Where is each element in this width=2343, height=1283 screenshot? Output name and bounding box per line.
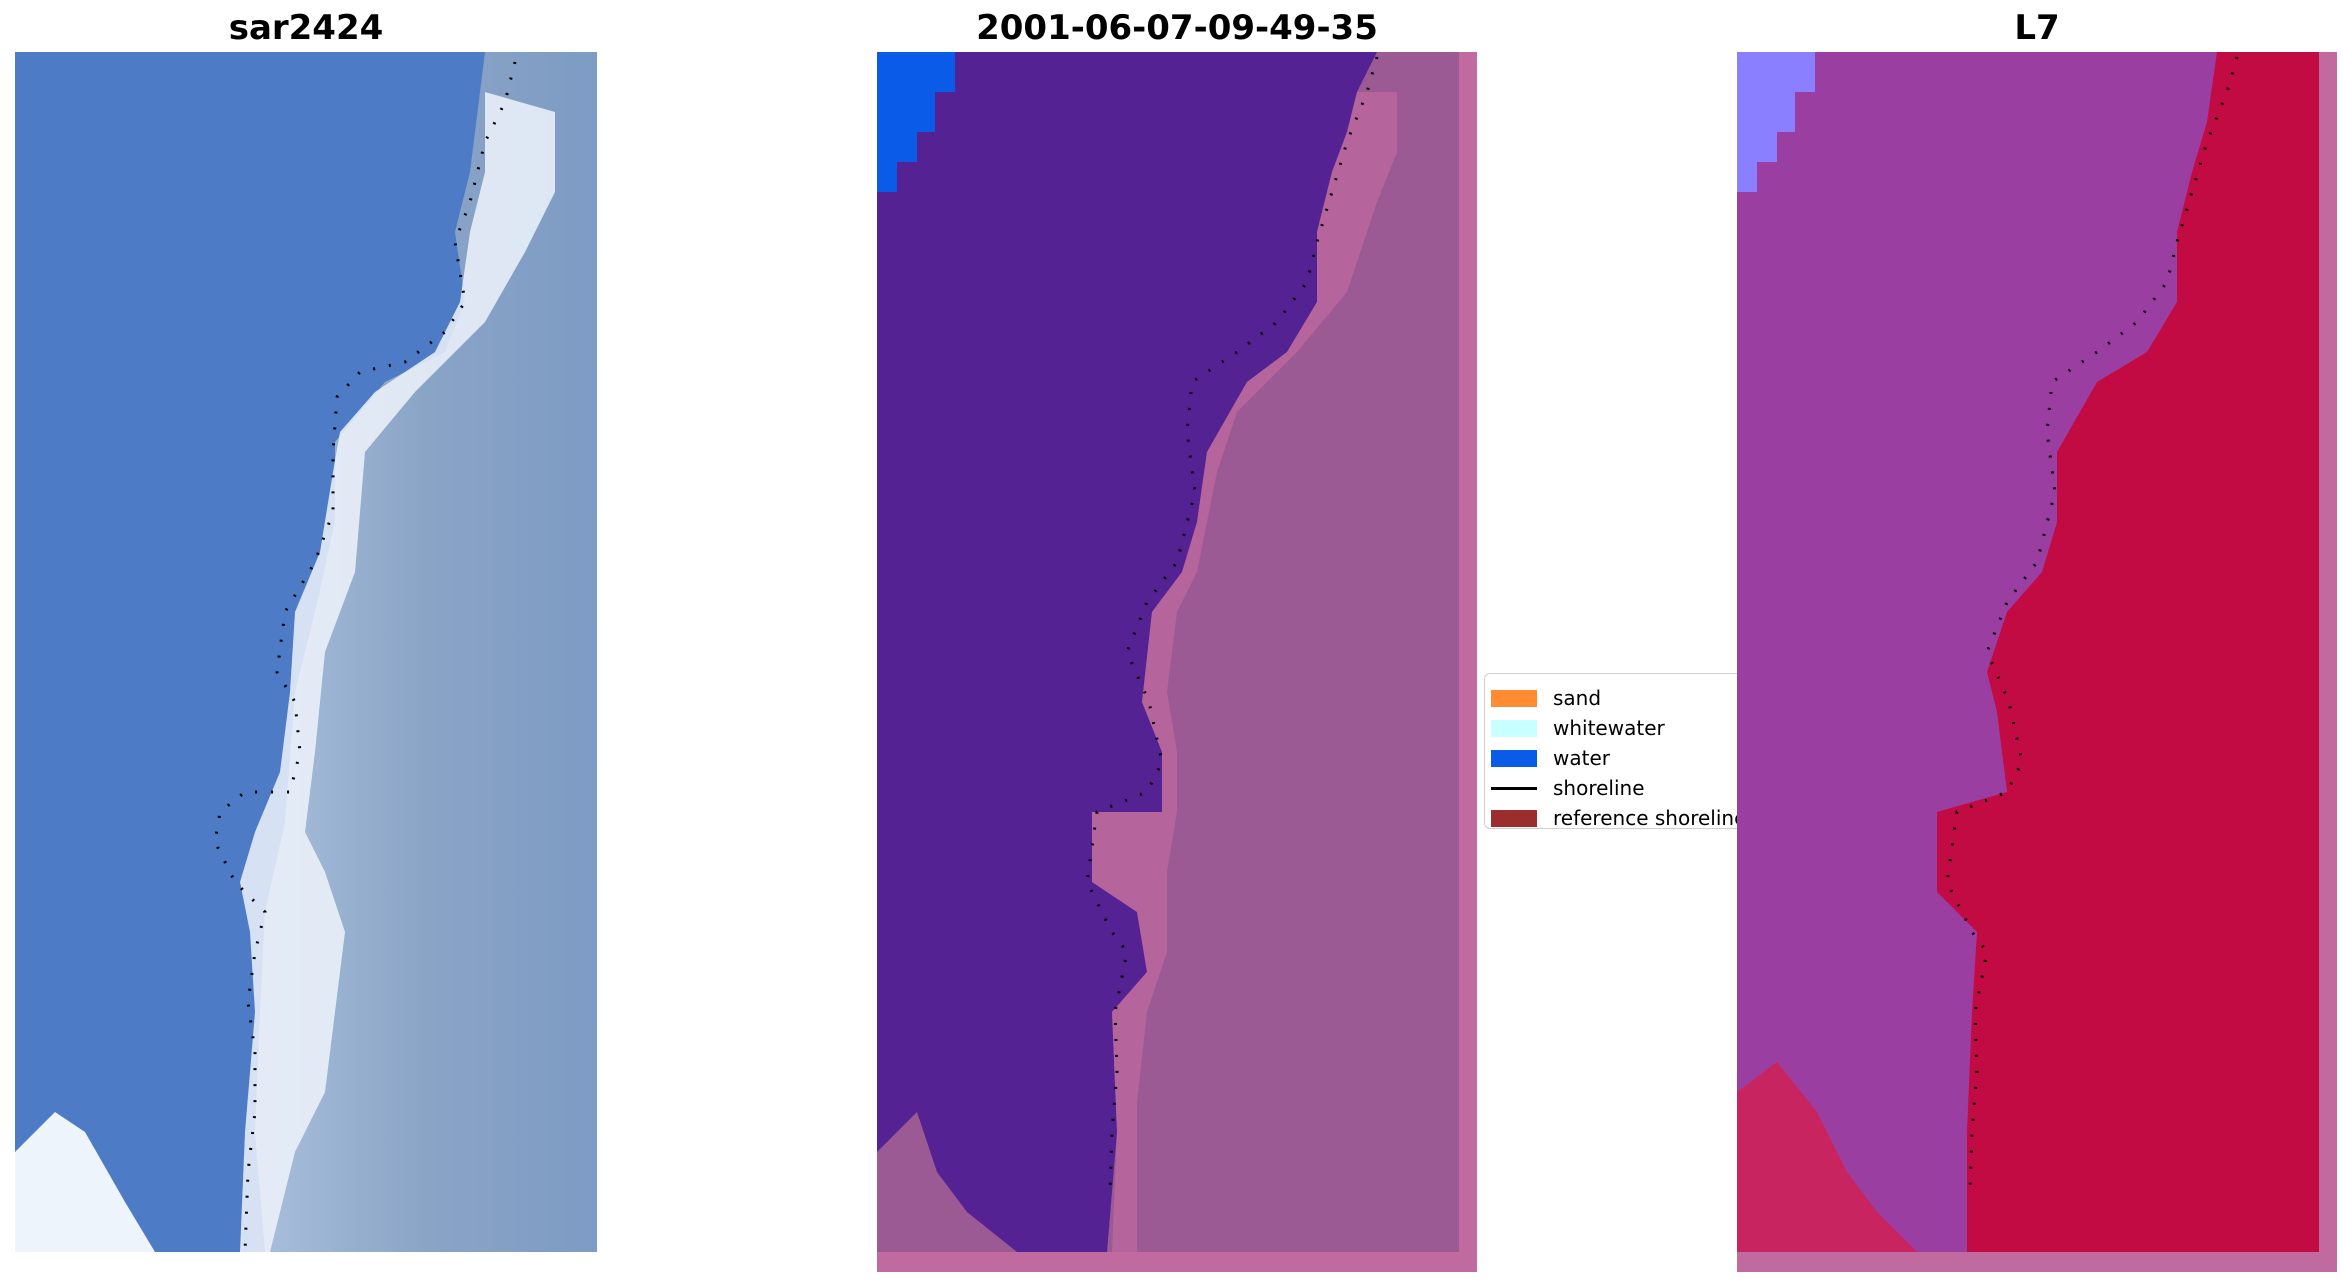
land-red-region [1937,52,2337,1272]
legend-item-whitewater: whitewater [1491,714,1665,742]
surf-patch-bottom [15,1112,155,1252]
reference-shoreline-swatch [1491,809,1537,827]
legend-label: sand [1553,686,1602,710]
whitewater-swatch [1491,719,1537,737]
panel-title-classification: 2001-06-07-09-49-35 [976,8,1378,48]
legend-item-water: water [1491,744,1610,772]
panel-title-rgb: sar2424 [228,8,384,48]
legend-item-reference-shoreline: reference shoreline [1491,804,1737,829]
surf-band [240,92,555,1252]
water-swatch [1491,749,1537,767]
legend-label: water [1553,746,1610,770]
land-red-patch-bottom [1737,1062,1917,1272]
land-class-region [877,52,1477,1272]
sand-swatch [1491,689,1537,707]
shoreline-line-swatch [1491,786,1537,790]
legend: sand whitewater water shoreline referenc… [1484,673,1737,829]
water-class-patch [877,52,955,192]
ndwi-panel [1737,52,2337,1272]
water-light-patch [1737,52,1815,192]
legend-label: whitewater [1553,716,1665,740]
panel-title-ndwi: L7 [2014,8,2060,48]
legend-item-sand: sand [1491,684,1601,712]
legend-item-shoreline: shoreline [1491,774,1645,802]
legend-label: shoreline [1553,776,1645,800]
legend-label: reference shoreline [1553,806,1737,829]
land-class-edge [1092,92,1397,1252]
shoreline-dotted [213,61,517,1252]
rgb-image-panel [15,52,597,1252]
classification-panel [877,52,1477,1272]
